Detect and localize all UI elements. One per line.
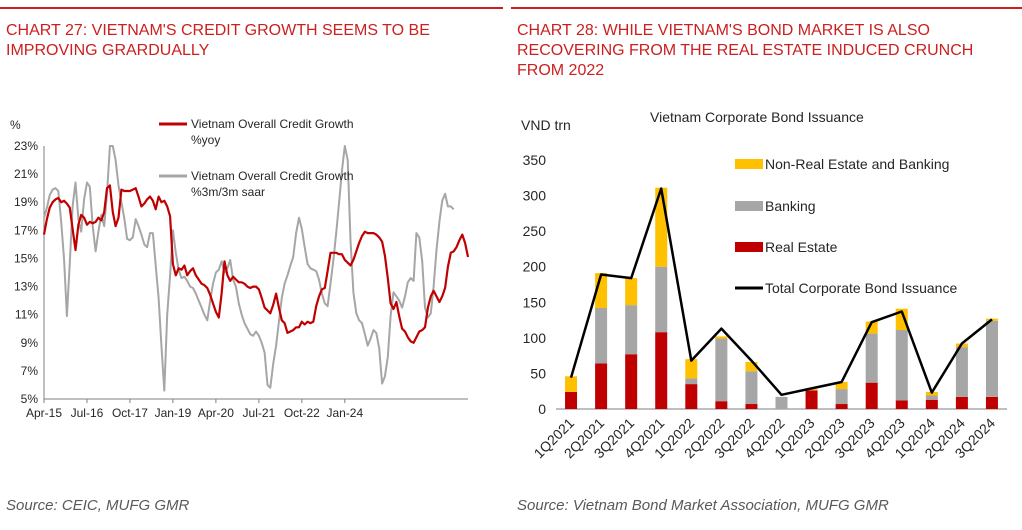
bar-banking [835, 389, 848, 405]
bar-banking [775, 396, 788, 409]
bar-non-real-estate-banking [715, 336, 728, 339]
chart-subtitle: Vietnam Corporate Bond Issuance [650, 109, 864, 125]
bar-banking [955, 347, 968, 397]
bar-banking [655, 266, 668, 333]
legend-label-line: %3m/3m saar [191, 185, 265, 199]
x-tick-label: Jul-16 [71, 406, 104, 420]
left-chart-title: CHART 27: VIETNAM'S CREDIT GROWTH SEEMS … [6, 22, 430, 59]
y-tick-label: 13% [14, 280, 38, 294]
y-tick-label: 17% [14, 223, 38, 237]
x-tick-label: Jan-24 [326, 406, 363, 420]
x-tick-label: Jul-21 [243, 406, 276, 420]
series-line-3m3m-saar [43, 145, 455, 392]
y-tick-label: 50 [530, 365, 546, 381]
left-source-note: Source: CEIC, MUFG GMR [6, 497, 190, 514]
x-tick-label: Oct-17 [112, 406, 148, 420]
y-axis-unit-label: % [10, 118, 21, 132]
legend-label: Vietnam Overall Credit Growth %3m/3m saar [191, 169, 354, 199]
bar-banking [625, 305, 638, 355]
legend-real-estate-label: Real Estate [765, 239, 838, 255]
y-tick-label: 300 [523, 188, 547, 204]
bar-real-estate [805, 390, 818, 409]
x-tick-label: Apr-15 [26, 406, 62, 420]
left-title-rule [0, 7, 503, 9]
legend-total-issuance-label: Total Corporate Bond Issuance [765, 280, 957, 296]
bar-real-estate [925, 399, 938, 409]
bar-real-estate [685, 384, 698, 409]
legend-label-line: %yoy [191, 133, 220, 147]
y-tick-label: 250 [523, 223, 547, 239]
bond-issuance-bar-chart: VND trn Vietnam Corporate Bond Issuance 0 5… [521, 109, 1007, 461]
right-title-rule [511, 7, 1022, 9]
x-tick-label: Oct-22 [284, 406, 320, 420]
right-source-note: Source: Vietnam Bond Market Association,… [517, 497, 889, 514]
bar-real-estate [895, 400, 908, 409]
bar-banking [925, 395, 938, 400]
y-tick-label: 11% [15, 308, 38, 322]
y-tick-label: 150 [523, 294, 547, 310]
series-line-yoy [42, 184, 470, 344]
bar-banking [865, 333, 878, 383]
bar-real-estate [835, 404, 848, 409]
bar-real-estate [655, 332, 668, 409]
y-tick-label: 0 [538, 401, 546, 417]
y-tick-label: 5% [21, 392, 39, 406]
y-tick-label: 200 [523, 259, 547, 275]
right-chart-title: CHART 28: WHILE VIETNAM'S BOND MARKET IS… [517, 22, 974, 79]
bar-real-estate [715, 401, 728, 409]
bar-real-estate [565, 391, 578, 409]
y-tick-label: 7% [21, 364, 39, 378]
y-tick-label: 15% [14, 251, 38, 265]
bar-non-real-estate-banking [895, 308, 908, 331]
bar-banking [895, 330, 908, 401]
total-issuance-line [569, 187, 993, 397]
bar-non-real-estate-banking [625, 278, 638, 306]
x-tick-label: Jan-19 [155, 406, 192, 420]
right-panel: CHART 28: WHILE VIETNAM'S BOND MARKET IS… [511, 0, 1022, 530]
y-tick-label: 9% [21, 336, 39, 350]
y-axis-unit-label: VND trn [521, 117, 571, 133]
bar-non-real-estate-banking [835, 381, 848, 390]
bar-real-estate [955, 396, 968, 409]
y-tick-label: 21% [14, 167, 38, 181]
legend-non-real-estate-banking-label: Non-Real Estate and Banking [765, 156, 949, 172]
legend-banking-swatch [735, 201, 763, 211]
bar-real-estate [865, 382, 878, 409]
bar-non-real-estate-banking [565, 376, 578, 392]
bar-real-estate [595, 363, 608, 409]
bar-banking [745, 371, 758, 405]
bar-banking [985, 320, 998, 397]
left-panel: CHART 27: VIETNAM'S CREDIT GROWTH SEEMS … [0, 0, 503, 530]
bar-real-estate [745, 404, 758, 409]
y-tick-label: 100 [523, 330, 547, 346]
legend-non-real-estate-banking-swatch [735, 159, 763, 169]
bar-real-estate [625, 354, 638, 409]
y-tick-label: 350 [523, 152, 547, 168]
x-tick-label: Apr-20 [198, 406, 234, 420]
bar-real-estate [985, 396, 998, 409]
legend-label: Vietnam Overall Credit Growth %yoy [191, 117, 354, 147]
legend-label-line: Vietnam Overall Credit Growth [191, 117, 354, 131]
legend-banking-label: Banking [765, 198, 816, 214]
bar-non-real-estate-banking [805, 389, 818, 391]
credit-growth-line-chart: % 5% 7% 9% 11% 13% 15% 17% 19% 21% 23% Apr-15 Jul-16… [10, 117, 470, 420]
legend-real-estate-swatch [735, 242, 763, 252]
bar-banking [685, 378, 698, 385]
y-tick-label: 19% [14, 195, 38, 209]
legend-label-line: Vietnam Overall Credit Growth [191, 169, 354, 183]
bar-non-real-estate-banking [685, 359, 698, 379]
y-tick-label: 23% [14, 139, 38, 153]
bar-banking [595, 307, 608, 364]
bar-banking [715, 338, 728, 402]
bar-non-real-estate-banking [745, 362, 758, 372]
